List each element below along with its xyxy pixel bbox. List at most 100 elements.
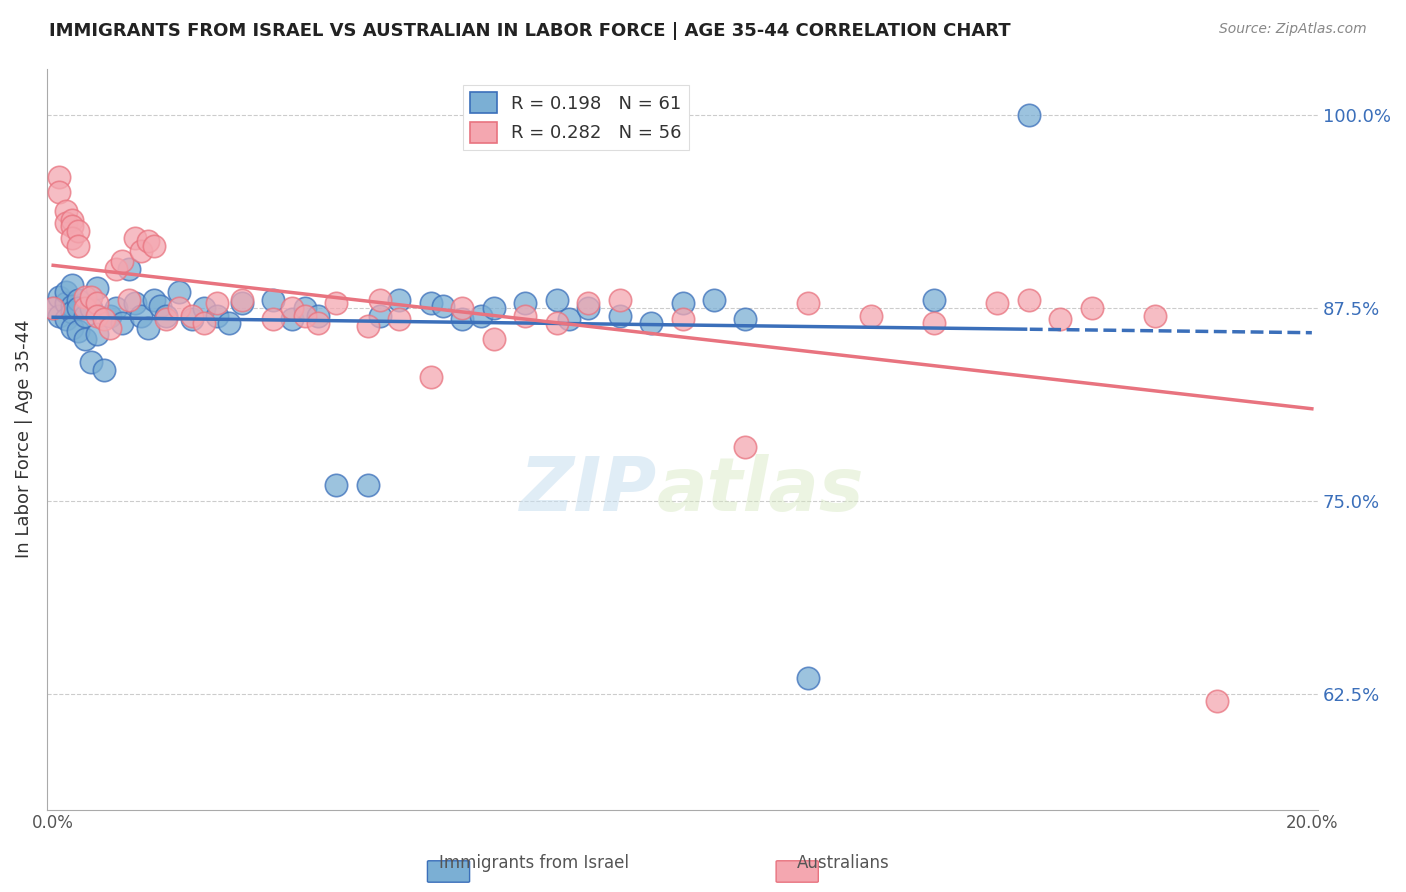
Point — [67, 301, 90, 315]
Point — [860, 309, 883, 323]
Point — [307, 316, 329, 330]
Point — [294, 301, 316, 315]
Text: Immigrants from Israel: Immigrants from Israel — [439, 855, 630, 872]
Point — [515, 309, 537, 323]
Point — [60, 321, 83, 335]
Point — [42, 301, 65, 315]
Point — [105, 262, 128, 277]
Text: Australians: Australians — [797, 855, 890, 872]
Point — [231, 296, 253, 310]
Y-axis label: In Labor Force | Age 35-44: In Labor Force | Age 35-44 — [15, 319, 32, 558]
Point — [67, 324, 90, 338]
Point — [129, 244, 152, 258]
Point — [451, 301, 474, 315]
Point — [73, 301, 96, 315]
Point — [546, 316, 568, 330]
Point — [149, 299, 172, 313]
Point — [111, 254, 134, 268]
Point — [231, 293, 253, 307]
Point — [294, 309, 316, 323]
Point — [609, 293, 631, 307]
Point — [180, 311, 202, 326]
Point — [922, 293, 945, 307]
Point — [111, 316, 134, 330]
Point — [558, 311, 581, 326]
Point — [55, 311, 77, 326]
Point — [388, 293, 411, 307]
Point — [55, 296, 77, 310]
Point — [451, 311, 474, 326]
Point — [609, 309, 631, 323]
Point — [80, 301, 103, 315]
Point — [1143, 309, 1166, 323]
Point — [546, 293, 568, 307]
Point — [73, 309, 96, 323]
Point — [136, 321, 159, 335]
Point — [419, 296, 441, 310]
Point — [671, 296, 693, 310]
Text: ZIP: ZIP — [520, 454, 657, 527]
Point — [98, 309, 121, 323]
Point — [218, 316, 240, 330]
Point — [205, 296, 228, 310]
Point — [922, 316, 945, 330]
Point — [193, 301, 215, 315]
Point — [262, 311, 284, 326]
Point — [1018, 293, 1040, 307]
Point — [671, 311, 693, 326]
Point — [357, 319, 380, 334]
Point — [640, 316, 662, 330]
Point — [73, 332, 96, 346]
Point — [262, 293, 284, 307]
Point — [60, 299, 83, 313]
Text: Source: ZipAtlas.com: Source: ZipAtlas.com — [1219, 22, 1367, 37]
Point — [307, 309, 329, 323]
Point — [325, 296, 347, 310]
Point — [86, 296, 108, 310]
Point — [142, 293, 165, 307]
Point — [576, 301, 599, 315]
Point — [703, 293, 725, 307]
Point — [370, 309, 392, 323]
Point — [205, 309, 228, 323]
Point — [734, 440, 756, 454]
Point — [470, 309, 492, 323]
Point — [734, 311, 756, 326]
Point — [86, 281, 108, 295]
Point — [60, 219, 83, 233]
Point — [155, 311, 177, 326]
Point — [1018, 108, 1040, 122]
Text: atlas: atlas — [657, 454, 865, 527]
Point — [797, 296, 820, 310]
Point — [167, 285, 190, 300]
Point — [48, 169, 70, 184]
Point — [80, 290, 103, 304]
Point — [325, 478, 347, 492]
Point — [281, 301, 304, 315]
Point — [80, 355, 103, 369]
Legend: R = 0.198   N = 61, R = 0.282   N = 56: R = 0.198 N = 61, R = 0.282 N = 56 — [463, 85, 689, 150]
Point — [180, 309, 202, 323]
Point — [118, 262, 141, 277]
Point — [432, 299, 454, 313]
Point — [482, 332, 505, 346]
Point — [67, 293, 90, 307]
Point — [93, 362, 115, 376]
Point — [60, 212, 83, 227]
Point — [167, 301, 190, 315]
Point — [48, 309, 70, 323]
Point — [155, 309, 177, 323]
Point — [136, 235, 159, 249]
Point — [1049, 311, 1071, 326]
Point — [105, 301, 128, 315]
Point — [55, 203, 77, 218]
Point — [42, 301, 65, 315]
Point — [124, 231, 146, 245]
Point — [98, 321, 121, 335]
Point — [193, 316, 215, 330]
Point — [55, 216, 77, 230]
Point — [118, 293, 141, 307]
Point — [281, 311, 304, 326]
Point — [73, 290, 96, 304]
Point — [419, 370, 441, 384]
